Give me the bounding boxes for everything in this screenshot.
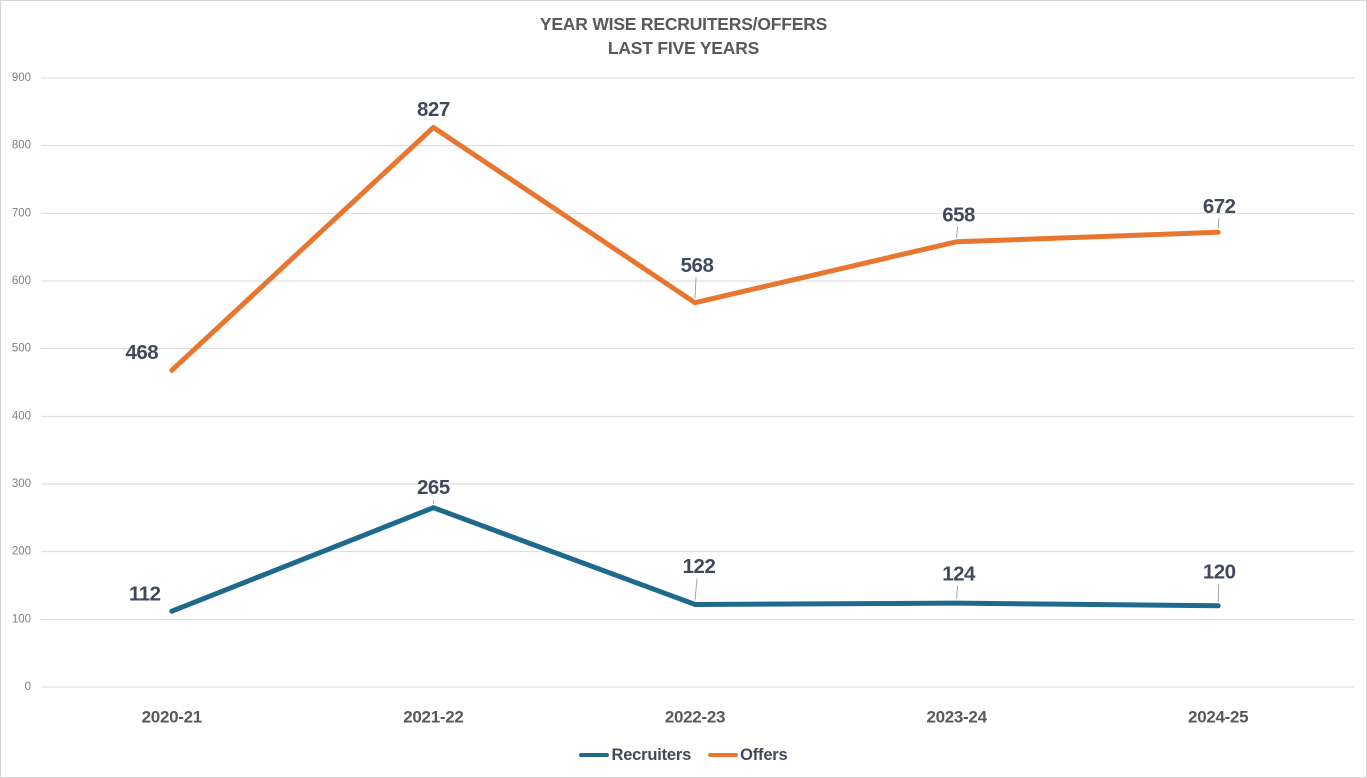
legend-item-recruiters: Recruiters [579, 746, 691, 765]
x-axis-label-2024-25: 2024-25 [1188, 708, 1248, 727]
chart-title-line2: LAST FIVE YEARS [607, 38, 760, 58]
y-tick-label-0: 0 [25, 681, 31, 693]
y-tick-label-500: 500 [12, 343, 31, 355]
legend-item-offers: Offers [708, 745, 788, 765]
recruiters-data-label-4: 120 [1203, 560, 1236, 583]
offers-label-leader-2 [694, 277, 697, 299]
legend: Recruiters Offers [1, 741, 1366, 769]
x-axis-label-2021-22: 2021-22 [403, 708, 463, 727]
recruiters-label-leader-2 [694, 578, 698, 601]
recruiters-data-label-1: 265 [417, 476, 450, 499]
y-tick-label-600: 600 [12, 275, 31, 287]
x-axis-label-2023-24: 2023-24 [926, 708, 987, 727]
y-tick-label-700: 700 [12, 207, 31, 219]
offers-label-leader-4 [1217, 218, 1220, 229]
y-tick-label-800: 800 [12, 140, 31, 152]
chart-title-line1: YEAR WISE RECRUITERS/OFFERS [539, 14, 828, 34]
recruiters-line [169, 505, 1221, 614]
offers-data-label-0: 468 [125, 341, 158, 364]
chart-title: YEAR WISE RECRUITERS/OFFERS LAST FIVE YE… [1, 12, 1366, 60]
legend-label-recruiters: Recruiters [611, 745, 692, 764]
x-axis-label-2020-21: 2020-21 [142, 708, 202, 727]
y-tick-label-200: 200 [12, 546, 31, 558]
offers-data-label-4: 672 [1203, 195, 1236, 218]
y-tick-label-900: 900 [12, 72, 31, 84]
legend-label-offers: Offers [740, 745, 788, 764]
y-tick-label-300: 300 [12, 478, 31, 490]
recruiters-data-label-3: 124 [942, 563, 976, 586]
offers-data-label-2: 568 [681, 254, 714, 277]
offers-data-label-3: 658 [942, 203, 975, 226]
recruiters-data-label-2: 122 [683, 555, 716, 578]
recruiters-data-label-0: 112 [129, 583, 161, 606]
offers-data-label-1: 827 [417, 98, 450, 121]
recruiters-line-swatch [579, 752, 610, 758]
offers-line [169, 124, 1221, 373]
recruiters-label-leader-4 [1217, 583, 1220, 602]
offers-label-leader-3 [956, 226, 959, 238]
offers-line-swatch [708, 752, 739, 758]
x-axis-label-2022-23: 2022-23 [665, 708, 725, 727]
recruiters-label-leader-3 [956, 586, 959, 600]
y-tick-label-400: 400 [12, 410, 31, 422]
y-tick-label-100: 100 [12, 613, 31, 625]
